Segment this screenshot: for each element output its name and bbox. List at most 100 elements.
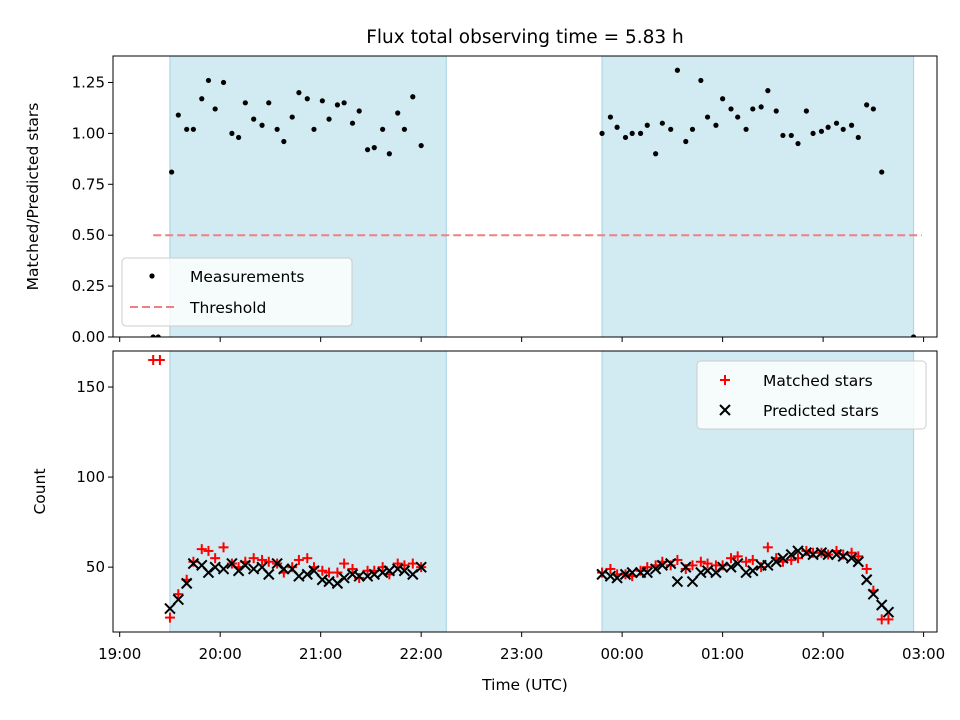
predicted-x-b	[762, 559, 774, 572]
y-tick-label: 0.25	[72, 277, 105, 295]
top-y-ticks: 0.00 0.25 0.50 0.75 1.00 1.25	[72, 73, 113, 346]
predicted-star-point	[611, 572, 623, 584]
matched-star-point	[702, 558, 713, 569]
predicted-star-point	[301, 568, 313, 581]
matched-star-point	[173, 589, 184, 600]
matched-star-point	[164, 612, 175, 623]
measurement-point	[910, 334, 917, 337]
predicted-star-point	[346, 568, 359, 581]
measurement-point	[155, 334, 161, 337]
measurement-point	[334, 102, 341, 108]
predicted-star-point	[308, 565, 320, 577]
y-tick-label: 0.50	[72, 226, 105, 244]
predicted-x-b	[323, 575, 335, 588]
predicted-star-point	[800, 547, 813, 559]
predicted-star-point	[671, 575, 684, 588]
predicted-x-b	[271, 557, 283, 570]
legend-matched-label: Matched stars	[763, 372, 873, 390]
top-axes-frame	[112, 55, 938, 338]
predicted-x-b	[656, 559, 669, 572]
measurement-point	[150, 334, 156, 337]
measurement-point	[304, 96, 310, 102]
predicted-star-point	[785, 548, 797, 561]
matched-star-point	[257, 554, 268, 565]
measurement-point	[833, 120, 840, 126]
axes-border	[112, 350, 938, 633]
measurement-point	[674, 67, 681, 73]
predicted-star-point	[822, 548, 834, 561]
legend-measurement-label: Measurements	[190, 268, 305, 286]
measurement-point	[184, 126, 190, 132]
predicted-x-b	[867, 588, 880, 600]
predicted-x-b	[415, 561, 427, 573]
measurement-point	[220, 79, 227, 86]
measurement-point	[879, 169, 885, 175]
predicted-x-b	[822, 548, 834, 561]
legend-box	[121, 257, 353, 327]
matched-star-point	[687, 560, 698, 571]
axes-border	[112, 55, 938, 338]
matched-star-point	[248, 553, 259, 564]
matched-star-point	[732, 551, 743, 562]
measurement-point	[683, 138, 689, 145]
matched-star-point	[756, 562, 767, 573]
chart-title: Flux total observing time = 5.83 h	[366, 27, 684, 48]
predicted-star-point	[882, 606, 895, 618]
predicted-star-point	[770, 556, 782, 568]
predicted-star-point	[762, 559, 774, 572]
matched-star-point	[154, 355, 165, 366]
predicted-star-point	[172, 593, 185, 606]
measurement-point	[607, 114, 614, 120]
predicted-x-b	[596, 568, 608, 581]
predicted-star-point	[353, 570, 365, 582]
measurement-point	[637, 130, 644, 136]
bottom-panel: 50 100 150 19:00 20:00 21:00 22:00 23:00 00:00 0…	[31, 350, 945, 694]
predicted-x-b	[830, 548, 843, 561]
bottom-x-ticks: 19:00 20:00 21:00 22:00 23:00 00:00 01:00 02:00…	[98, 632, 945, 663]
predicted-star-point	[716, 561, 729, 573]
measurement-point	[795, 140, 801, 147]
matched-star-point	[717, 560, 728, 571]
bottom-legend: Matched stars Predicted stars	[696, 360, 927, 430]
predicted-star-point	[209, 561, 221, 573]
predicted-x-b	[800, 547, 813, 559]
measurement-point	[765, 88, 771, 94]
measurement-point	[848, 122, 855, 128]
predicted-star-point	[815, 547, 828, 559]
x-tick-label: 03:00	[902, 645, 945, 663]
legend-threshold-label: Threshold	[189, 299, 266, 317]
predicted-x-b	[671, 575, 684, 588]
predicted-x-b	[785, 548, 797, 561]
measurement-point	[229, 130, 235, 136]
y-tick-label: 0.75	[72, 175, 105, 193]
matched-star-point	[392, 558, 403, 569]
observing-window	[602, 56, 914, 337]
predicted-star-point	[740, 566, 752, 579]
predicted-star-point	[415, 561, 427, 573]
measurement-point	[743, 126, 749, 132]
bottom-axes-frame	[112, 350, 938, 633]
predicted-x-b	[695, 566, 707, 579]
predicted-x-b	[256, 561, 268, 573]
predicted-x-b	[792, 545, 804, 557]
predicted-star-point	[852, 556, 864, 568]
x-tick-label: 22:00	[400, 645, 443, 663]
predicted-x-b	[740, 566, 752, 579]
predicted-star-point	[725, 561, 737, 573]
matched-star-point	[741, 556, 752, 567]
matched-star-point	[196, 544, 207, 555]
measurement-point	[855, 134, 861, 141]
top-measurements	[150, 67, 922, 337]
predicted-star-point	[263, 568, 275, 581]
predicted-star-point	[626, 566, 638, 579]
predicted-star-point	[830, 548, 843, 561]
measurement-point	[780, 132, 786, 139]
predicted-x-b	[777, 552, 789, 564]
predicted-star-point	[368, 568, 380, 581]
measurement-point	[728, 106, 734, 112]
predicted-star-point	[239, 559, 252, 572]
predicted-star-point	[323, 575, 335, 588]
matched-star-point	[762, 542, 773, 553]
measurement-point	[803, 108, 809, 114]
predicted-x-b	[392, 563, 404, 575]
